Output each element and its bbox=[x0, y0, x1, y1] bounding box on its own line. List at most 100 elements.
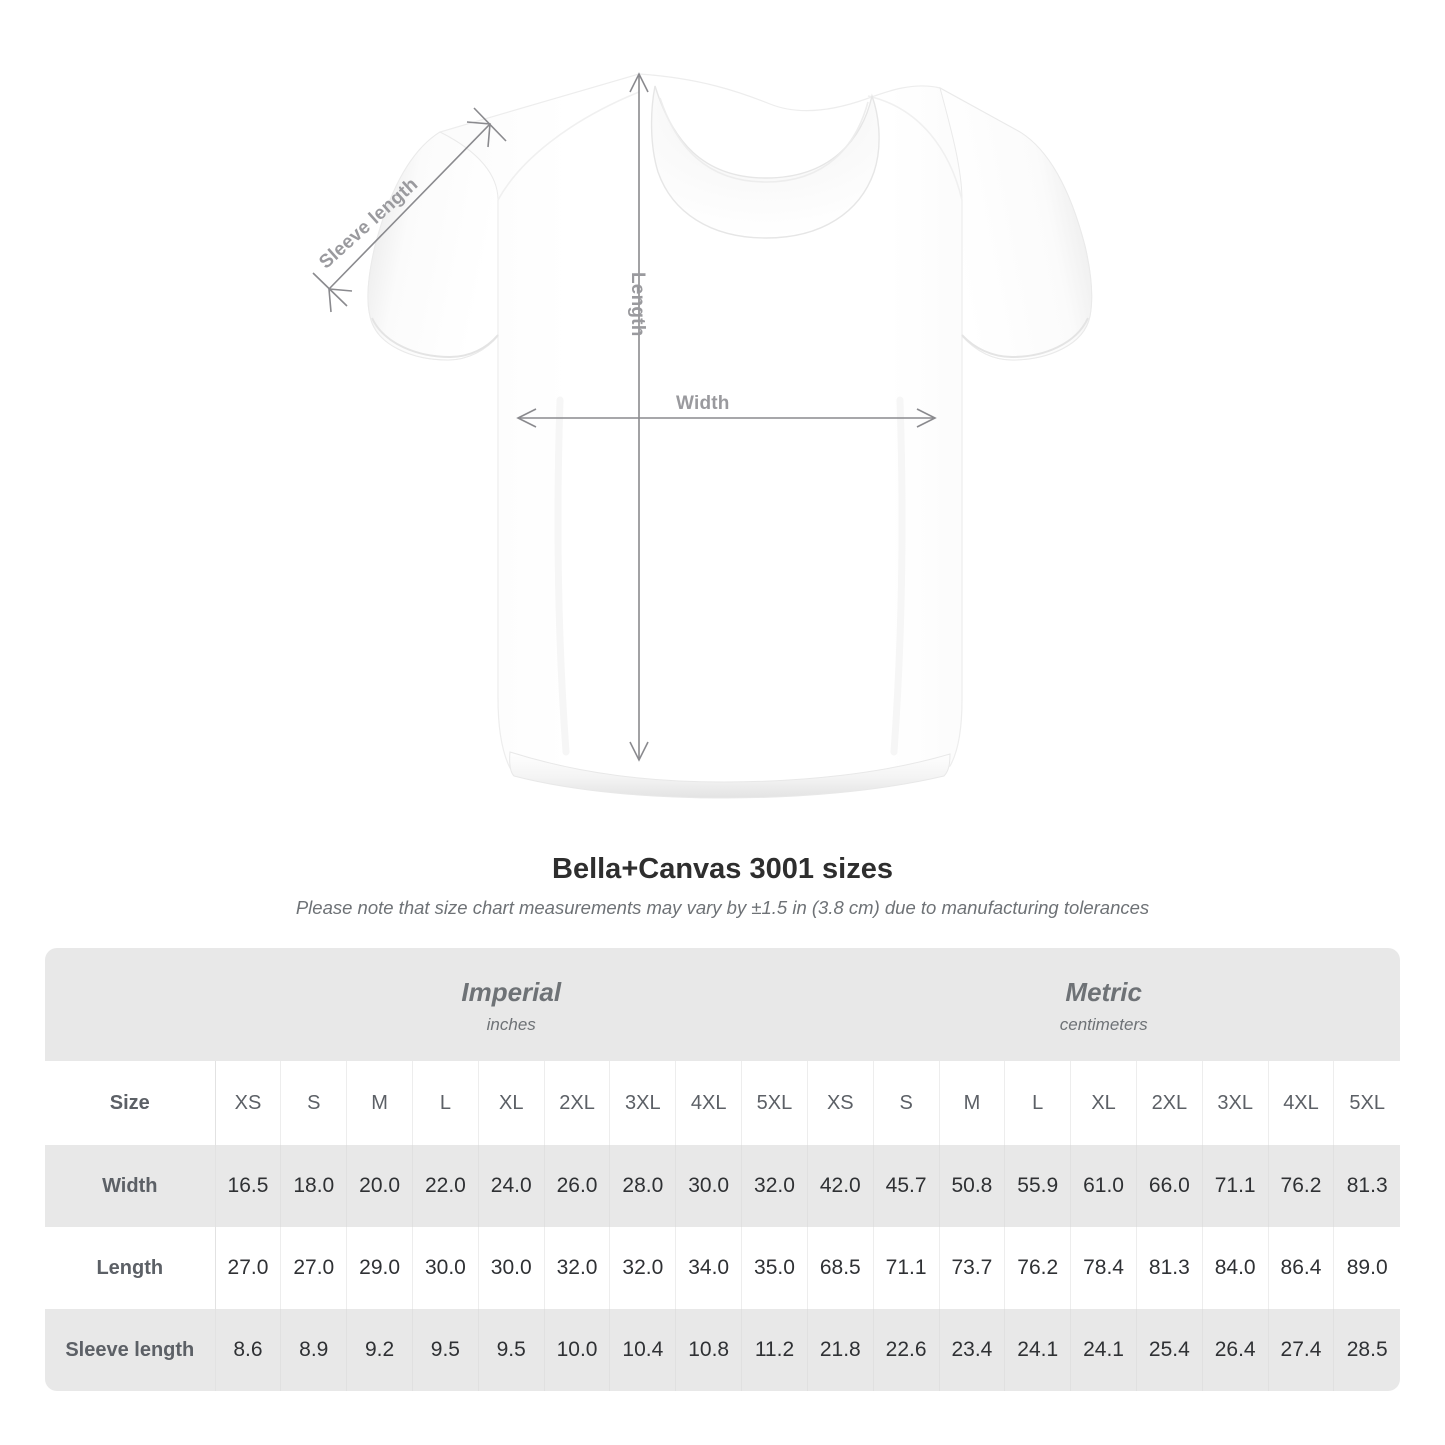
imperial-system-label: Imperial bbox=[461, 976, 562, 1007]
cell-width-metric-l: 55.9 bbox=[1004, 1145, 1072, 1227]
cell-width-metric-4xl: 76.2 bbox=[1268, 1145, 1335, 1227]
col-header-imperial-5xl: 5XL bbox=[741, 1061, 808, 1145]
tshirt-shape bbox=[367, 73, 1093, 799]
col-header-metric-5xl: 5XL bbox=[1333, 1061, 1400, 1145]
cell-length-imperial-s: 27.0 bbox=[280, 1227, 348, 1309]
metric-system-label: Metric bbox=[1065, 976, 1142, 1007]
col-header-metric-xs: XS bbox=[806, 1061, 874, 1145]
cell-sleeve-metric-4xl: 27.4 bbox=[1268, 1309, 1335, 1391]
cell-sleeve-imperial-2xl: 10.0 bbox=[544, 1309, 611, 1391]
cell-length-imperial-5xl: 35.0 bbox=[741, 1227, 808, 1309]
imperial-unit-label: inches bbox=[486, 1015, 536, 1035]
row-label-sleeve-length: Sleeve length bbox=[45, 1309, 216, 1391]
cell-sleeve-metric-3xl: 26.4 bbox=[1202, 1309, 1269, 1391]
cell-sleeve-metric-s: 22.6 bbox=[873, 1309, 940, 1391]
cell-width-imperial-s: 18.0 bbox=[280, 1145, 348, 1227]
col-header-metric-3xl: 3XL bbox=[1202, 1061, 1269, 1145]
col-header-metric-xl: XL bbox=[1070, 1061, 1137, 1145]
cell-length-metric-xl: 78.4 bbox=[1070, 1227, 1137, 1309]
cell-sleeve-imperial-3xl: 10.4 bbox=[609, 1309, 677, 1391]
cell-width-metric-3xl: 71.1 bbox=[1202, 1145, 1269, 1227]
cell-width-metric-2xl: 66.0 bbox=[1136, 1145, 1203, 1227]
unit-systems-row: Imperial inches Metric centimeters bbox=[45, 948, 1400, 1061]
cell-length-imperial-xl: 30.0 bbox=[478, 1227, 545, 1309]
cell-length-metric-xs: 68.5 bbox=[806, 1227, 874, 1309]
col-header-imperial-xl: XL bbox=[478, 1061, 545, 1145]
cell-width-metric-xs: 42.0 bbox=[806, 1145, 874, 1227]
col-header-imperial-l: L bbox=[412, 1061, 479, 1145]
tshirt-illustration bbox=[312, 72, 1093, 799]
cell-width-imperial-m: 20.0 bbox=[346, 1145, 413, 1227]
sleeve-cap-end bbox=[473, 107, 507, 142]
cell-width-metric-xl: 61.0 bbox=[1070, 1145, 1137, 1227]
cell-width-metric-m: 50.8 bbox=[939, 1145, 1006, 1227]
cell-sleeve-metric-l: 24.1 bbox=[1004, 1309, 1072, 1391]
cell-length-metric-3xl: 84.0 bbox=[1202, 1227, 1269, 1309]
cell-length-metric-5xl: 89.0 bbox=[1333, 1227, 1400, 1309]
measurement-arrows bbox=[312, 72, 937, 762]
col-header-imperial-3xl: 3XL bbox=[609, 1061, 677, 1145]
cell-length-metric-s: 71.1 bbox=[873, 1227, 940, 1309]
cell-sleeve-metric-xs: 21.8 bbox=[806, 1309, 874, 1391]
cell-width-metric-5xl: 81.3 bbox=[1333, 1145, 1400, 1227]
table-row: Width 16.5 18.0 20.0 22.0 24.0 26.0 28.0… bbox=[45, 1145, 1400, 1227]
cell-width-imperial-2xl: 26.0 bbox=[544, 1145, 611, 1227]
cell-sleeve-imperial-xl: 9.5 bbox=[478, 1309, 545, 1391]
col-header-metric-2xl: 2XL bbox=[1136, 1061, 1203, 1145]
cell-length-imperial-xs: 27.0 bbox=[215, 1227, 282, 1309]
col-header-imperial-s: S bbox=[280, 1061, 348, 1145]
table-row: Sleeve length 8.6 8.9 9.2 9.5 9.5 10.0 1… bbox=[45, 1309, 1400, 1391]
cell-length-imperial-m: 29.0 bbox=[346, 1227, 413, 1309]
length-arrow bbox=[629, 72, 649, 762]
cell-sleeve-imperial-5xl: 11.2 bbox=[741, 1309, 808, 1391]
cell-sleeve-imperial-l: 9.5 bbox=[412, 1309, 479, 1391]
cell-length-imperial-3xl: 32.0 bbox=[609, 1227, 677, 1309]
page-title: Bella+Canvas 3001 sizes bbox=[552, 853, 893, 885]
cell-width-imperial-l: 22.0 bbox=[412, 1145, 479, 1227]
cell-sleeve-imperial-xs: 8.6 bbox=[215, 1309, 282, 1391]
cell-width-imperial-3xl: 28.0 bbox=[609, 1145, 677, 1227]
cell-width-imperial-xs: 16.5 bbox=[215, 1145, 282, 1227]
cell-width-metric-s: 45.7 bbox=[873, 1145, 940, 1227]
cell-width-imperial-4xl: 30.0 bbox=[675, 1145, 743, 1227]
table-row: Length 27.0 27.0 29.0 30.0 30.0 32.0 32.… bbox=[45, 1227, 1400, 1309]
row-label-width: Width bbox=[45, 1145, 216, 1227]
col-header-imperial-2xl: 2XL bbox=[544, 1061, 611, 1145]
cell-length-imperial-2xl: 32.0 bbox=[544, 1227, 611, 1309]
tolerance-note: Please note that size chart measurements… bbox=[295, 897, 1150, 918]
width-label: Width bbox=[676, 393, 730, 414]
cell-width-imperial-xl: 24.0 bbox=[478, 1145, 545, 1227]
cell-sleeve-metric-xl: 24.1 bbox=[1070, 1309, 1137, 1391]
size-column-header: Size bbox=[45, 1061, 216, 1145]
col-header-metric-4xl: 4XL bbox=[1268, 1061, 1335, 1145]
tshirt-diagram: Width Length Sleeve length bbox=[312, 72, 1093, 799]
metric-group-header: Metric centimeters bbox=[807, 948, 1400, 1061]
cell-length-metric-m: 73.7 bbox=[939, 1227, 1006, 1309]
size-header-row: Size XS S M L XL 2XL 3XL 4XL 5XL XS S M … bbox=[45, 1061, 1400, 1145]
cell-sleeve-metric-m: 23.4 bbox=[939, 1309, 1006, 1391]
imperial-group-header: Imperial inches bbox=[215, 948, 808, 1061]
unit-spacer bbox=[45, 948, 216, 1061]
col-header-imperial-4xl: 4XL bbox=[675, 1061, 743, 1145]
cell-sleeve-metric-2xl: 25.4 bbox=[1136, 1309, 1203, 1391]
width-arrow bbox=[516, 408, 937, 428]
metric-unit-label: centimeters bbox=[1059, 1015, 1148, 1035]
col-header-imperial-xs: XS bbox=[215, 1061, 282, 1145]
cell-length-metric-4xl: 86.4 bbox=[1268, 1227, 1335, 1309]
cell-sleeve-imperial-m: 9.2 bbox=[346, 1309, 413, 1391]
length-label: Length bbox=[627, 272, 648, 337]
size-table-container: Imperial inches Metric centimeters Size … bbox=[45, 948, 1400, 1391]
cell-width-imperial-5xl: 32.0 bbox=[741, 1145, 808, 1227]
cell-length-metric-2xl: 81.3 bbox=[1136, 1227, 1203, 1309]
size-table: Imperial inches Metric centimeters Size … bbox=[45, 948, 1400, 1391]
col-header-metric-m: M bbox=[939, 1061, 1006, 1145]
sleeve-cap-start bbox=[312, 272, 348, 307]
col-header-imperial-m: M bbox=[346, 1061, 413, 1145]
cell-length-imperial-l: 30.0 bbox=[412, 1227, 479, 1309]
sleeve-length-arrow bbox=[312, 107, 507, 313]
col-header-metric-l: L bbox=[1004, 1061, 1072, 1145]
cell-sleeve-imperial-4xl: 10.8 bbox=[675, 1309, 743, 1391]
cell-length-imperial-4xl: 34.0 bbox=[675, 1227, 743, 1309]
col-header-metric-s: S bbox=[873, 1061, 940, 1145]
